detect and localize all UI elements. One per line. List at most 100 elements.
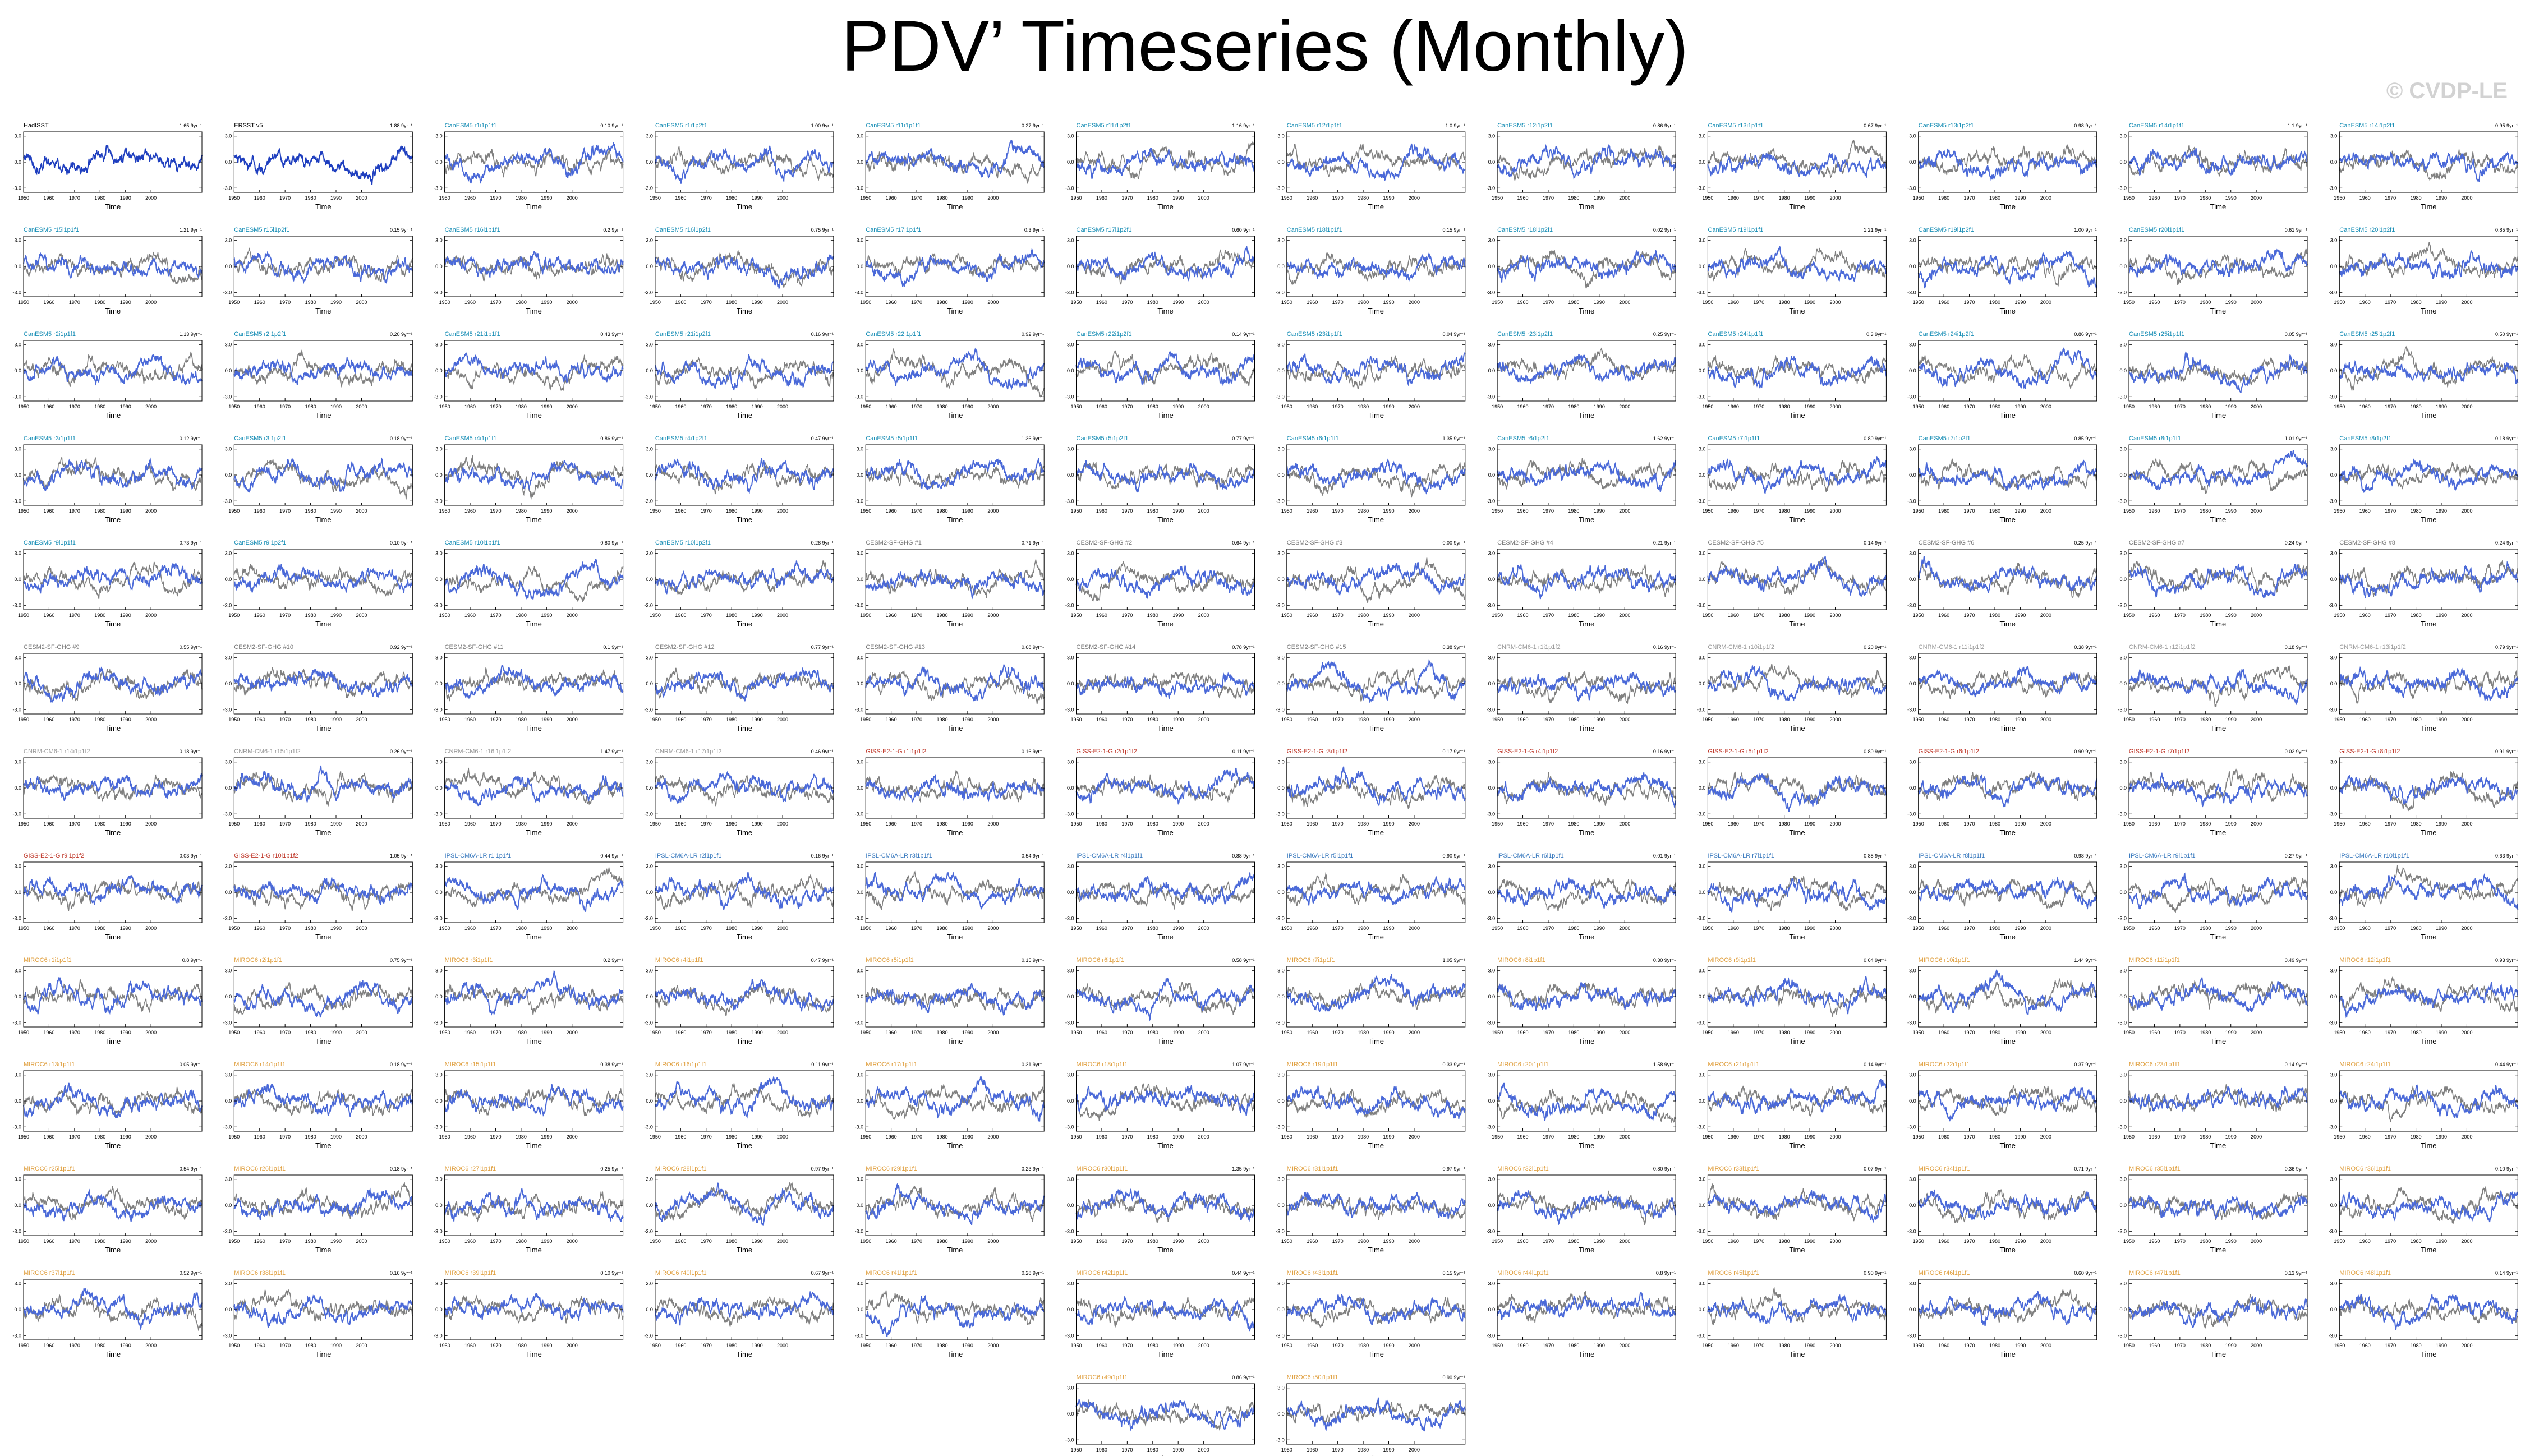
- x-axis-label: Time: [105, 307, 121, 315]
- panel-title: CanESM5 r25i1p1f1: [2129, 331, 2184, 338]
- x-tick-label: 1960: [1938, 404, 1949, 409]
- x-tick-label: 1990: [2436, 508, 2447, 514]
- x-axis-label: Time: [2210, 620, 2226, 628]
- x-tick-label: 2000: [1409, 300, 1420, 305]
- x-tick-label: 1950: [2334, 1343, 2345, 1348]
- panel-title: CanESM5 r8i1p2f1: [2339, 435, 2391, 442]
- x-tick-label: 1960: [1307, 717, 1318, 722]
- x-tick-label: 1960: [2149, 717, 2160, 722]
- x-tick-label: 2000: [1409, 195, 1420, 201]
- panel-title: MIROC6 r39i1p1f1: [445, 1270, 496, 1277]
- x-tick-label: 1960: [254, 612, 265, 618]
- y-tick-label: 0.0: [2330, 577, 2338, 582]
- panel-stat: 0.21 9yr⁻¹: [1653, 540, 1676, 546]
- x-tick-label: 1970: [701, 821, 712, 827]
- series-line: [1075, 350, 1255, 386]
- x-axis-label: Time: [1789, 411, 1805, 420]
- x-tick-label: 1970: [1964, 1134, 1975, 1140]
- y-tick-label: -3.0: [2329, 1020, 2338, 1025]
- x-tick-label: 1950: [439, 508, 450, 514]
- x-tick-label: 1960: [464, 717, 476, 722]
- series-line: [1707, 1294, 1887, 1324]
- x-tick-label: 1990: [541, 1030, 552, 1035]
- series-line: [444, 251, 624, 278]
- x-tick-label: 1970: [1753, 821, 1764, 827]
- x-tick-label: 1960: [1938, 717, 1949, 722]
- x-tick-label: 1950: [650, 1030, 661, 1035]
- x-tick-label: 1980: [305, 1134, 316, 1140]
- y-tick-label: 0.0: [1909, 890, 1916, 895]
- y-tick-label: 3.0: [2119, 238, 2127, 243]
- panel-stat: 0.30 9yr⁻¹: [1653, 957, 1676, 963]
- reference-series-line: [233, 1089, 413, 1117]
- y-tick-label: 3.0: [1067, 238, 1074, 243]
- reference-series-line: [23, 1086, 203, 1118]
- timeseries-panel: MIROC6 r16i1p1f1 0.11 9yr⁻¹3.00.0-3.01950…: [644, 1061, 834, 1150]
- x-axis-label: Time: [2210, 202, 2226, 211]
- series-line: [1917, 148, 2097, 182]
- timeseries-panel: CNRM-CM6-1 r10i1p1f2 0.20 9yr⁻¹3.00.0-3.0…: [1697, 644, 1887, 732]
- x-tick-label: 1950: [650, 612, 661, 618]
- panel-stat: 0.16 9yr⁻¹: [390, 1270, 412, 1276]
- x-tick-label: 1950: [1070, 300, 1082, 305]
- x-tick-label: 1950: [1702, 404, 1713, 409]
- x-tick-label: 1970: [2385, 717, 2396, 722]
- x-tick-label: 1960: [1096, 404, 1107, 409]
- x-tick-label: 2000: [1198, 1343, 1209, 1348]
- x-tick-label: 1960: [254, 925, 265, 931]
- reference-series-line: [1918, 878, 2097, 909]
- series-line: [1076, 147, 1255, 179]
- y-tick-label: 0.0: [1067, 1307, 1074, 1312]
- x-tick-label: 1970: [279, 612, 291, 618]
- x-tick-label: 1990: [541, 821, 552, 827]
- y-tick-label: -3.0: [12, 811, 21, 817]
- panel-title: MIROC6 r44i1p1f1: [1497, 1270, 1549, 1277]
- x-tick-label: 1960: [43, 404, 54, 409]
- x-tick-label: 1960: [1517, 404, 1529, 409]
- x-axis-label: Time: [947, 1037, 963, 1045]
- x-axis-label: Time: [526, 202, 541, 211]
- x-axis-label: Time: [947, 1246, 963, 1254]
- panel-title: MIROC6 r6i1p1f1: [1077, 957, 1125, 964]
- series-line: [1286, 766, 1466, 807]
- timeseries-panel: CanESM5 r23i1p2f1 0.25 9yr⁻¹3.00.0-3.0195…: [1487, 331, 1677, 420]
- panel-title: IPSL-CM6A-LR r10i1p1f1: [2339, 853, 2409, 859]
- panel-title: MIROC6 r8i1p1f1: [1497, 957, 1545, 964]
- x-tick-label: 1970: [2385, 1134, 2396, 1140]
- y-tick-label: 0.0: [1488, 472, 1496, 478]
- panel-title: MIROC6 r10i1p1f1: [1919, 957, 1970, 964]
- x-tick-label: 1970: [490, 300, 501, 305]
- x-tick-label: 1970: [2385, 925, 2396, 931]
- panel-title: CNRM-CM6-1 r16i1p1f2: [445, 748, 512, 755]
- series-line: [2128, 351, 2308, 393]
- x-tick-label: 1980: [1779, 821, 1790, 827]
- x-tick-label: 1970: [279, 821, 291, 827]
- y-tick-label: 3.0: [1699, 655, 1706, 661]
- series-line: [1707, 1078, 1887, 1115]
- x-tick-label: 1980: [936, 300, 947, 305]
- series-line: [23, 1288, 203, 1330]
- x-tick-label: 1980: [936, 717, 947, 722]
- x-tick-label: 1950: [439, 925, 450, 931]
- x-tick-label: 1990: [541, 612, 552, 618]
- x-tick-label: 1950: [1281, 612, 1292, 618]
- x-tick-label: 1990: [962, 300, 973, 305]
- y-tick-label: 0.0: [1909, 472, 1916, 478]
- x-tick-label: 1970: [2174, 925, 2186, 931]
- y-tick-label: -3.0: [1697, 811, 1706, 817]
- y-tick-label: 3.0: [1909, 864, 1916, 869]
- x-axis-label: Time: [315, 1350, 331, 1358]
- y-tick-label: -3.0: [223, 1333, 232, 1338]
- x-axis-label: Time: [526, 1141, 541, 1150]
- x-tick-label: 1950: [2334, 612, 2345, 618]
- y-tick-label: 0.0: [857, 1098, 864, 1104]
- panel-stat: 0.61 9yr⁻¹: [2285, 227, 2307, 233]
- x-tick-label: 2000: [2251, 300, 2262, 305]
- panel-title: CESM2-SF-GHG #5: [1708, 540, 1764, 546]
- panel-stat: 0.20 9yr⁻¹: [390, 331, 412, 337]
- x-tick-label: 1990: [1172, 1447, 1184, 1453]
- reference-series-line: [1918, 563, 2097, 599]
- series-line: [233, 145, 413, 185]
- x-tick-label: 1980: [1568, 300, 1579, 305]
